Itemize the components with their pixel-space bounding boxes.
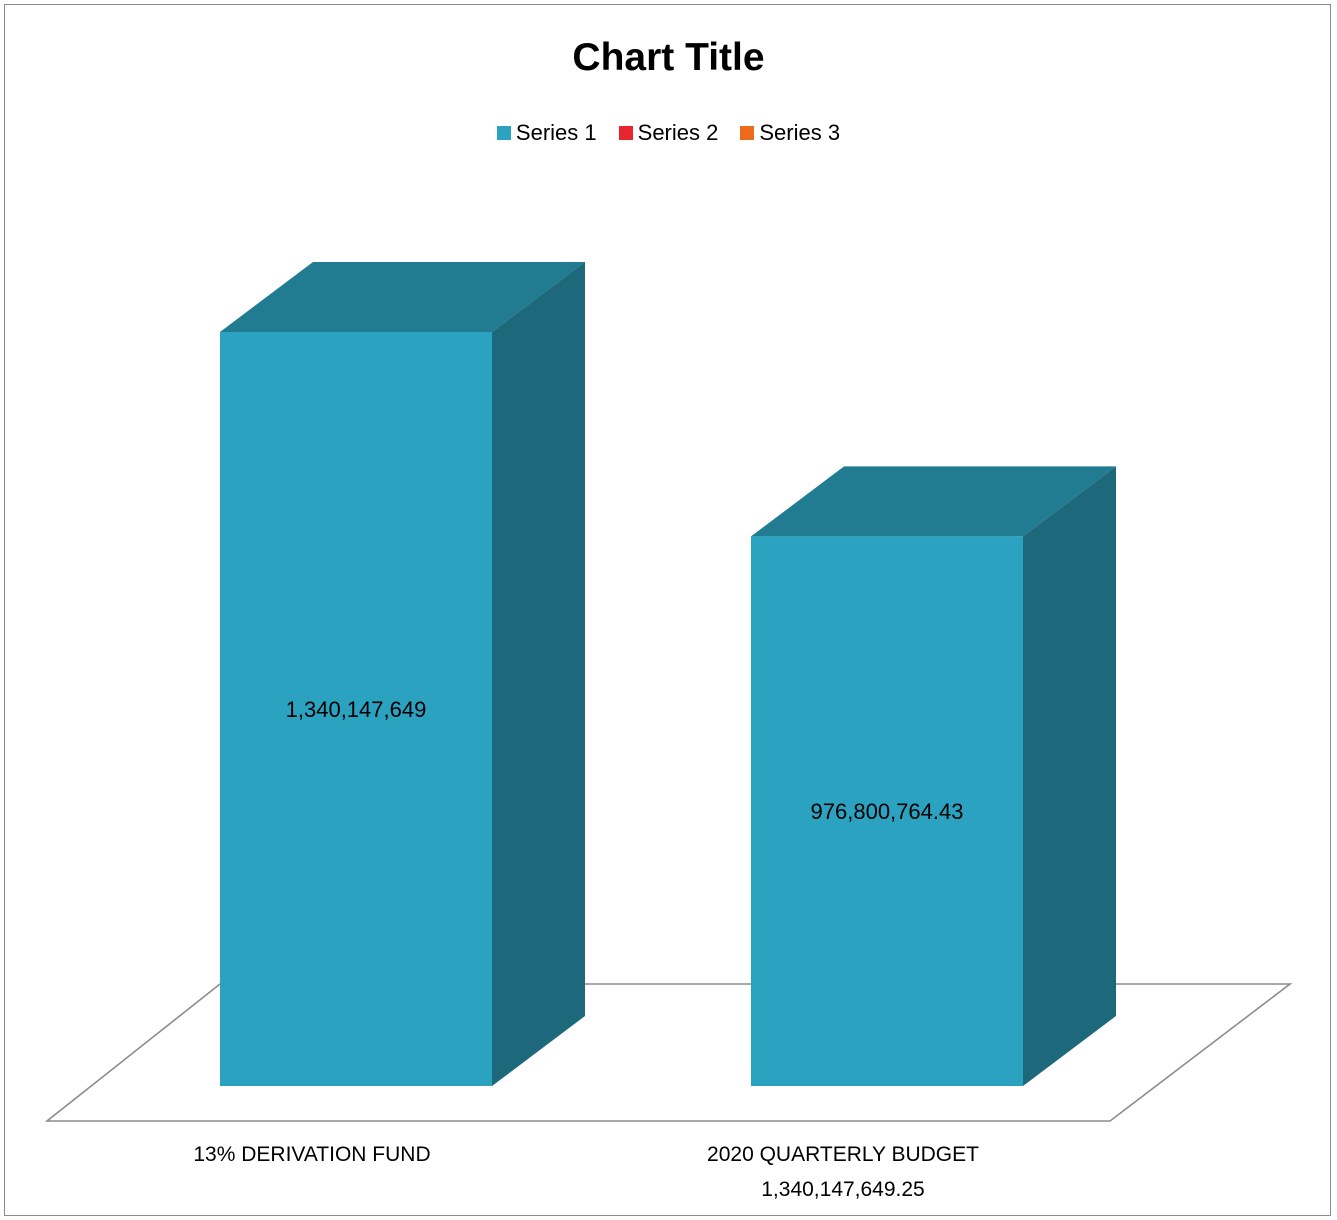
bar-side-1 xyxy=(492,262,585,1086)
legend-swatch-series-1 xyxy=(496,126,511,140)
category-label-2: 2020 QUARTERLY BUDGET xyxy=(707,1143,979,1166)
legend-label-series-3: Series 3 xyxy=(759,120,841,145)
bar-top-1 xyxy=(220,262,585,332)
bar-1 xyxy=(220,332,492,1086)
data-label-2: 976,800,764.43 xyxy=(811,799,964,824)
legend-swatch-series-3 xyxy=(740,126,755,140)
category-label-2-line-2: 1,340,147,649.25 xyxy=(761,1178,925,1201)
bar-2 xyxy=(751,536,1023,1086)
legend-label-series-2: Series 2 xyxy=(637,120,719,145)
category-label-1: 13% DERIVATION FUND xyxy=(193,1143,430,1166)
legend-item-series-2: Series 2 xyxy=(618,120,719,146)
legend-swatch-series-2 xyxy=(618,126,633,140)
legend: Series 1 Series 2 Series 3 xyxy=(0,120,1337,146)
bar-side-2 xyxy=(1023,466,1116,1087)
legend-item-series-3: Series 3 xyxy=(740,120,840,146)
data-label-1: 1,340,147,649 xyxy=(286,697,427,722)
chart-title: Chart Title xyxy=(572,36,765,79)
bar-top-2 xyxy=(751,466,1116,537)
legend-item-series-1: Series 1 xyxy=(496,120,597,146)
legend-label-series-1: Series 1 xyxy=(515,120,597,145)
